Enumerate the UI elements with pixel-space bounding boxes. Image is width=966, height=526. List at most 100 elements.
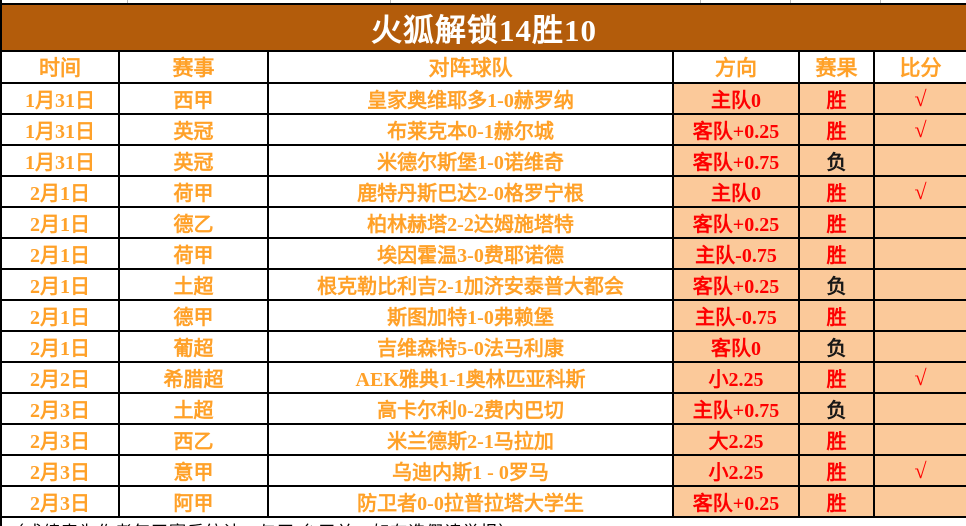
- cell-direction: 主队0: [672, 82, 800, 115]
- cell-league: 意甲: [118, 454, 269, 487]
- cell-score-check: [873, 423, 966, 456]
- cell-score-check: [873, 392, 966, 425]
- cell-direction: 主队-0.75: [672, 237, 800, 270]
- results-table: 火狐解锁14胜10 时间 赛事 对阵球队 方向 赛果 比分 1月31日 西甲 皇…: [0, 3, 966, 526]
- column-header-score: 比分: [873, 50, 966, 84]
- page-title: 火狐解锁14胜10: [0, 3, 966, 52]
- cell-result: 负: [798, 268, 875, 301]
- cell-direction: 客队0: [672, 330, 800, 363]
- table-row: 1月31日 英冠 米德尔斯堡1-0诺维奇 客队+0.75 负: [0, 144, 966, 177]
- table-row: 1月31日 英冠 布莱克本0-1赫尔城 客队+0.25 胜 √: [0, 113, 966, 146]
- gridline-tick: [127, 0, 128, 3]
- cell-direction: 客队+0.25: [672, 485, 800, 518]
- cell-result: 胜: [798, 361, 875, 394]
- cell-result: 负: [798, 144, 875, 177]
- title-row: 火狐解锁14胜10: [0, 3, 966, 52]
- table-row: 2月1日 葡超 吉维森特5-0法马利康 客队0 负: [0, 330, 966, 363]
- table-row: 2月3日 西乙 米兰德斯2-1马拉加 大2.25 胜: [0, 423, 966, 456]
- cell-result: 胜: [798, 423, 875, 456]
- cell-matchup: 根克勒比利吉2-1加济安泰普大都会: [267, 268, 674, 301]
- cell-league: 土超: [118, 392, 269, 425]
- cell-league: 阿甲: [118, 485, 269, 518]
- cell-league: 德乙: [118, 206, 269, 239]
- cell-result: 胜: [798, 113, 875, 146]
- cell-league: 英冠: [118, 113, 269, 146]
- cell-score-check: √: [873, 454, 966, 487]
- cell-matchup: 柏林赫塔2-2达姆施塔特: [267, 206, 674, 239]
- cell-score-check: [873, 268, 966, 301]
- cell-matchup: 米德尔斯堡1-0诺维奇: [267, 144, 674, 177]
- cell-league: 西甲: [118, 82, 269, 115]
- cell-league: 荷甲: [118, 237, 269, 270]
- cell-matchup: 乌迪内斯1 - 0罗马: [267, 454, 674, 487]
- gridline-tick: [790, 0, 791, 3]
- column-header-league: 赛事: [118, 50, 269, 84]
- cell-result: 胜: [798, 175, 875, 208]
- cell-result: 负: [798, 330, 875, 363]
- cell-matchup: 米兰德斯2-1马拉加: [267, 423, 674, 456]
- column-header-time: 时间: [0, 50, 120, 84]
- table-row: 2月3日 土超 高卡尔利0-2费内巴切 主队+0.75 负: [0, 392, 966, 425]
- cell-direction: 主队-0.75: [672, 299, 800, 332]
- grid-edge-top: [0, 0, 966, 3]
- cell-league: 土超: [118, 268, 269, 301]
- cell-direction: 客队+0.25: [672, 113, 800, 146]
- cell-league: 英冠: [118, 144, 269, 177]
- cell-matchup: 斯图加特1-0弗赖堡: [267, 299, 674, 332]
- column-header-matchup: 对阵球队: [267, 50, 674, 84]
- cell-date: 1月31日: [0, 82, 120, 115]
- cell-direction: 小2.25: [672, 454, 800, 487]
- footer-row: （成绩表为作者每天赛后统计，与平.台无关，如有造假请举报）: [0, 516, 966, 526]
- cell-matchup: 皇家奥维耶多1-0赫罗纳: [267, 82, 674, 115]
- cell-matchup: 吉维森特5-0法马利康: [267, 330, 674, 363]
- cell-score-check: [873, 206, 966, 239]
- cell-result: 负: [798, 392, 875, 425]
- cell-date: 2月3日: [0, 392, 120, 425]
- column-header-row: 时间 赛事 对阵球队 方向 赛果 比分: [0, 50, 966, 84]
- cell-score-check: √: [873, 113, 966, 146]
- cell-direction: 客队+0.25: [672, 268, 800, 301]
- table-row: 2月2日 希腊超 AEK雅典1-1奥林匹亚科斯 小2.25 胜 √: [0, 361, 966, 394]
- cell-score-check: √: [873, 82, 966, 115]
- cell-matchup: 高卡尔利0-2费内巴切: [267, 392, 674, 425]
- cell-direction: 客队+0.25: [672, 206, 800, 239]
- cell-date: 1月31日: [0, 113, 120, 146]
- cell-date: 2月1日: [0, 175, 120, 208]
- cell-result: 胜: [798, 485, 875, 518]
- table-row: 2月1日 荷甲 鹿特丹斯巴达2-0格罗宁根 主队0 胜 √: [0, 175, 966, 208]
- table-row: 2月1日 荷甲 埃因霍温3-0费耶诺德 主队-0.75 胜: [0, 237, 966, 270]
- cell-league: 西乙: [118, 423, 269, 456]
- cell-result: 胜: [798, 454, 875, 487]
- cell-result: 胜: [798, 82, 875, 115]
- table-row: 2月1日 土超 根克勒比利吉2-1加济安泰普大都会 客队+0.25 负: [0, 268, 966, 301]
- cell-score-check: [873, 330, 966, 363]
- cell-direction: 主队+0.75: [672, 392, 800, 425]
- cell-matchup: 布莱克本0-1赫尔城: [267, 113, 674, 146]
- cell-date: 2月2日: [0, 361, 120, 394]
- cell-result: 胜: [798, 299, 875, 332]
- results-body: 1月31日 西甲 皇家奥维耶多1-0赫罗纳 主队0 胜 √ 1月31日 英冠 布…: [0, 82, 966, 518]
- cell-date: 2月3日: [0, 423, 120, 456]
- cell-matchup: 防卫者0-0拉普拉塔大学生: [267, 485, 674, 518]
- table-row: 2月3日 意甲 乌迪内斯1 - 0罗马 小2.25 胜 √: [0, 454, 966, 487]
- cell-direction: 大2.25: [672, 423, 800, 456]
- cell-direction: 小2.25: [672, 361, 800, 394]
- column-header-direction: 方向: [672, 50, 800, 84]
- cell-score-check: [873, 299, 966, 332]
- cell-score-check: √: [873, 175, 966, 208]
- cell-date: 2月1日: [0, 237, 120, 270]
- cell-matchup: 鹿特丹斯巴达2-0格罗宁根: [267, 175, 674, 208]
- table-row: 1月31日 西甲 皇家奥维耶多1-0赫罗纳 主队0 胜 √: [0, 82, 966, 115]
- cell-date: 2月3日: [0, 454, 120, 487]
- cell-direction: 客队+0.75: [672, 144, 800, 177]
- column-header-result: 赛果: [798, 50, 875, 84]
- cell-result: 胜: [798, 237, 875, 270]
- gridline-tick: [700, 0, 701, 3]
- table-row: 2月3日 阿甲 防卫者0-0拉普拉塔大学生 客队+0.25 胜: [0, 485, 966, 518]
- cell-date: 2月3日: [0, 485, 120, 518]
- gridline-tick: [390, 0, 391, 3]
- cell-date: 2月1日: [0, 206, 120, 239]
- cell-score-check: [873, 144, 966, 177]
- cell-score-check: [873, 485, 966, 518]
- cell-matchup: AEK雅典1-1奥林匹亚科斯: [267, 361, 674, 394]
